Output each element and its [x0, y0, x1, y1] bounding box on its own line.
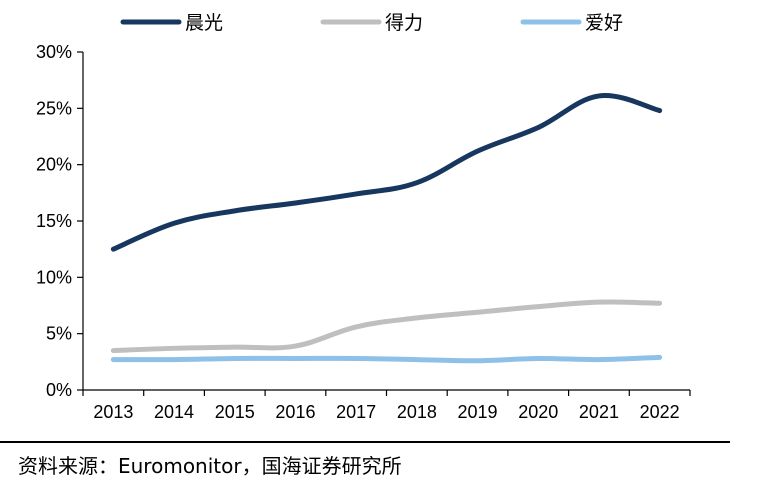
- x-tick-label: 2015: [215, 402, 255, 422]
- legend-label: 爱好: [585, 12, 623, 34]
- legend-item-2: 得力: [320, 12, 423, 34]
- series-line-1: [110, 93, 663, 252]
- plot-area: [110, 93, 663, 364]
- series-line-2: [110, 299, 663, 354]
- y-tick-label: 15%: [36, 211, 72, 231]
- y-tick-label: 25%: [36, 98, 72, 118]
- x-tick-label: 2014: [154, 402, 194, 422]
- line-chart: 晨光 得力 爱好 0%5%10%15%20%25%30% 2013 2014 2015 2…: [36, 12, 691, 422]
- y-tick-label: 5%: [46, 324, 72, 344]
- series-line-3: [110, 354, 663, 364]
- x-tick-label: 2017: [336, 402, 376, 422]
- source-note: 资料来源：Euromonitor，国海证券研究所: [18, 454, 402, 478]
- x-tick-label: 2013: [93, 402, 133, 422]
- legend-item-1: 晨光: [120, 12, 223, 34]
- x-tick-label: 2016: [275, 402, 315, 422]
- x-tick-label: 2018: [397, 402, 437, 422]
- x-tick-label: 2019: [458, 402, 498, 422]
- x-tick-label: 2021: [579, 402, 619, 422]
- legend-label: 得力: [385, 12, 423, 34]
- y-tick-label: 30%: [36, 42, 72, 62]
- x-axis: 2013 2014 2015 2016 2017 2018 2019 2020 2021 2022: [82, 389, 691, 422]
- y-tick-label: 0%: [46, 380, 72, 400]
- x-tick-label: 2020: [518, 402, 558, 422]
- y-axis: 0% 5% 10% 15% 20% 25% 30%: [36, 42, 84, 400]
- legend-label: 晨光: [185, 12, 223, 34]
- chart-legend: 晨光 得力 爱好: [120, 12, 623, 34]
- x-tick-label: 2022: [640, 402, 680, 422]
- y-tick-label: 10%: [36, 267, 72, 287]
- legend-item-3: 爱好: [520, 12, 623, 34]
- y-tick-label: 20%: [36, 155, 72, 175]
- source-divider: [0, 441, 730, 443]
